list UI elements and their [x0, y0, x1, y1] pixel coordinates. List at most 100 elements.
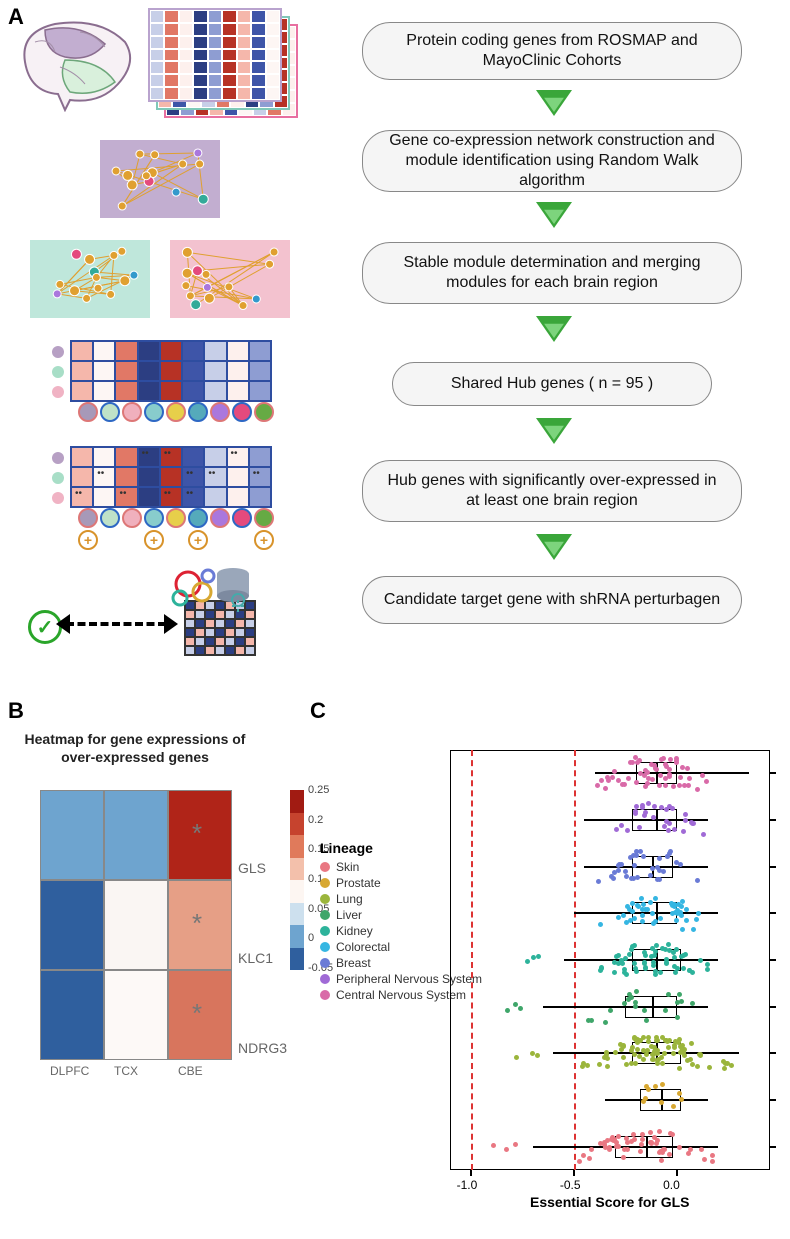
data-point [705, 962, 710, 967]
data-point [657, 856, 662, 861]
data-point [640, 803, 645, 808]
data-point [628, 760, 633, 765]
data-point [654, 1035, 659, 1040]
small-heat-1-rowdot-0 [52, 346, 64, 358]
data-point [677, 1066, 682, 1071]
data-point [634, 804, 639, 809]
data-point [625, 904, 630, 909]
data-point [681, 829, 686, 834]
data-point [632, 1052, 637, 1057]
data-point [729, 1063, 734, 1068]
cols1-col-4 [166, 402, 186, 422]
heatstack-2 [148, 8, 282, 102]
data-point [658, 970, 663, 975]
cols2-col-3 [144, 508, 164, 528]
box-kidney [450, 943, 770, 977]
arrowhead-left [56, 614, 70, 634]
flow-box-text: Gene co-expression network construction … [381, 131, 723, 191]
data-point [622, 970, 627, 975]
heatmap-cell-0-1 [104, 790, 168, 880]
legend-dot [320, 926, 330, 936]
data-point [634, 780, 639, 785]
small-heat-2-rowdot-2 [52, 492, 64, 504]
data-point [585, 1063, 590, 1068]
data-point [663, 783, 668, 788]
data-point [619, 823, 624, 828]
data-point [722, 1066, 727, 1071]
data-point [603, 786, 608, 791]
data-point [632, 863, 637, 868]
data-point [691, 927, 696, 932]
data-point [675, 1000, 680, 1005]
outlier-point [513, 1142, 518, 1147]
heatmap-cell-0-0 [40, 790, 104, 880]
x-tick-label: -0.5 [560, 1178, 581, 1192]
data-point [672, 955, 677, 960]
cols2-col-2 [122, 508, 142, 528]
x-tick [676, 1170, 678, 1176]
data-point [652, 804, 657, 809]
data-point [679, 1097, 684, 1102]
data-point [684, 907, 689, 912]
data-point [682, 783, 687, 788]
data-point [679, 1045, 684, 1050]
data-point [687, 776, 692, 781]
dashed-double-arrow [66, 622, 166, 626]
network-panel-1 [30, 240, 150, 318]
x-tick [573, 1170, 575, 1176]
data-point [681, 966, 686, 971]
flow-box-text: Protein coding genes from ROSMAP and May… [381, 31, 723, 71]
legend-label: Skin [336, 860, 359, 874]
flow-box-0: Protein coding genes from ROSMAP and May… [362, 22, 742, 80]
flow-box-text: Hub genes with significantly over-expres… [381, 471, 723, 511]
heatmap-cell-1-1 [104, 880, 168, 970]
data-point [671, 1104, 676, 1109]
colorbar-tick: 0.25 [308, 784, 329, 796]
data-point [607, 1147, 612, 1152]
sig-star: * [192, 998, 202, 1029]
cols1-col-3 [144, 402, 164, 422]
cols2-plus-3: + [144, 530, 164, 550]
data-point [661, 1147, 666, 1152]
legend-label: Central Nervous System [336, 988, 466, 1002]
data-point [678, 862, 683, 867]
box-peripheral-nervous-system [450, 803, 770, 837]
colorbar-tick: 0.2 [308, 814, 323, 826]
data-point [648, 1130, 653, 1135]
data-point [653, 969, 658, 974]
y-tick [770, 1146, 776, 1148]
col-label-DLPFC: DLPFC [50, 1064, 89, 1078]
shapes-cluster-icon [168, 562, 258, 612]
box-central-nervous-system [450, 756, 770, 790]
y-tick [770, 866, 776, 868]
data-point [638, 849, 643, 854]
data-point [674, 758, 679, 763]
data-point [586, 1018, 591, 1023]
small-heat-1 [70, 340, 272, 402]
flow-box-1: Gene co-expression network construction … [362, 130, 742, 192]
network-panel-0 [100, 140, 220, 218]
data-point [676, 1040, 681, 1045]
legend-label: Breast [336, 956, 371, 970]
data-point [616, 778, 621, 783]
legend-dot [320, 974, 330, 984]
data-point [653, 766, 658, 771]
data-point [616, 1134, 621, 1139]
colorbar [290, 790, 304, 970]
data-point [614, 1144, 619, 1149]
cols2-col-4 [166, 508, 186, 528]
cols1-col-5 [188, 402, 208, 422]
data-point [655, 1138, 660, 1143]
sig-star: * [192, 908, 202, 939]
cols2-plus-5: + [188, 530, 208, 550]
data-point [639, 896, 644, 901]
small-heat-1-rowdot-1 [52, 366, 64, 378]
flow-box-5: Candidate target gene with shRNA perturb… [362, 576, 742, 624]
data-point [613, 1050, 618, 1055]
data-point [698, 1053, 703, 1058]
box-liver [450, 990, 770, 1024]
data-point [640, 907, 645, 912]
outlier-point [505, 1008, 510, 1013]
data-point [629, 1061, 634, 1066]
flow-arrow-1 [536, 202, 572, 228]
